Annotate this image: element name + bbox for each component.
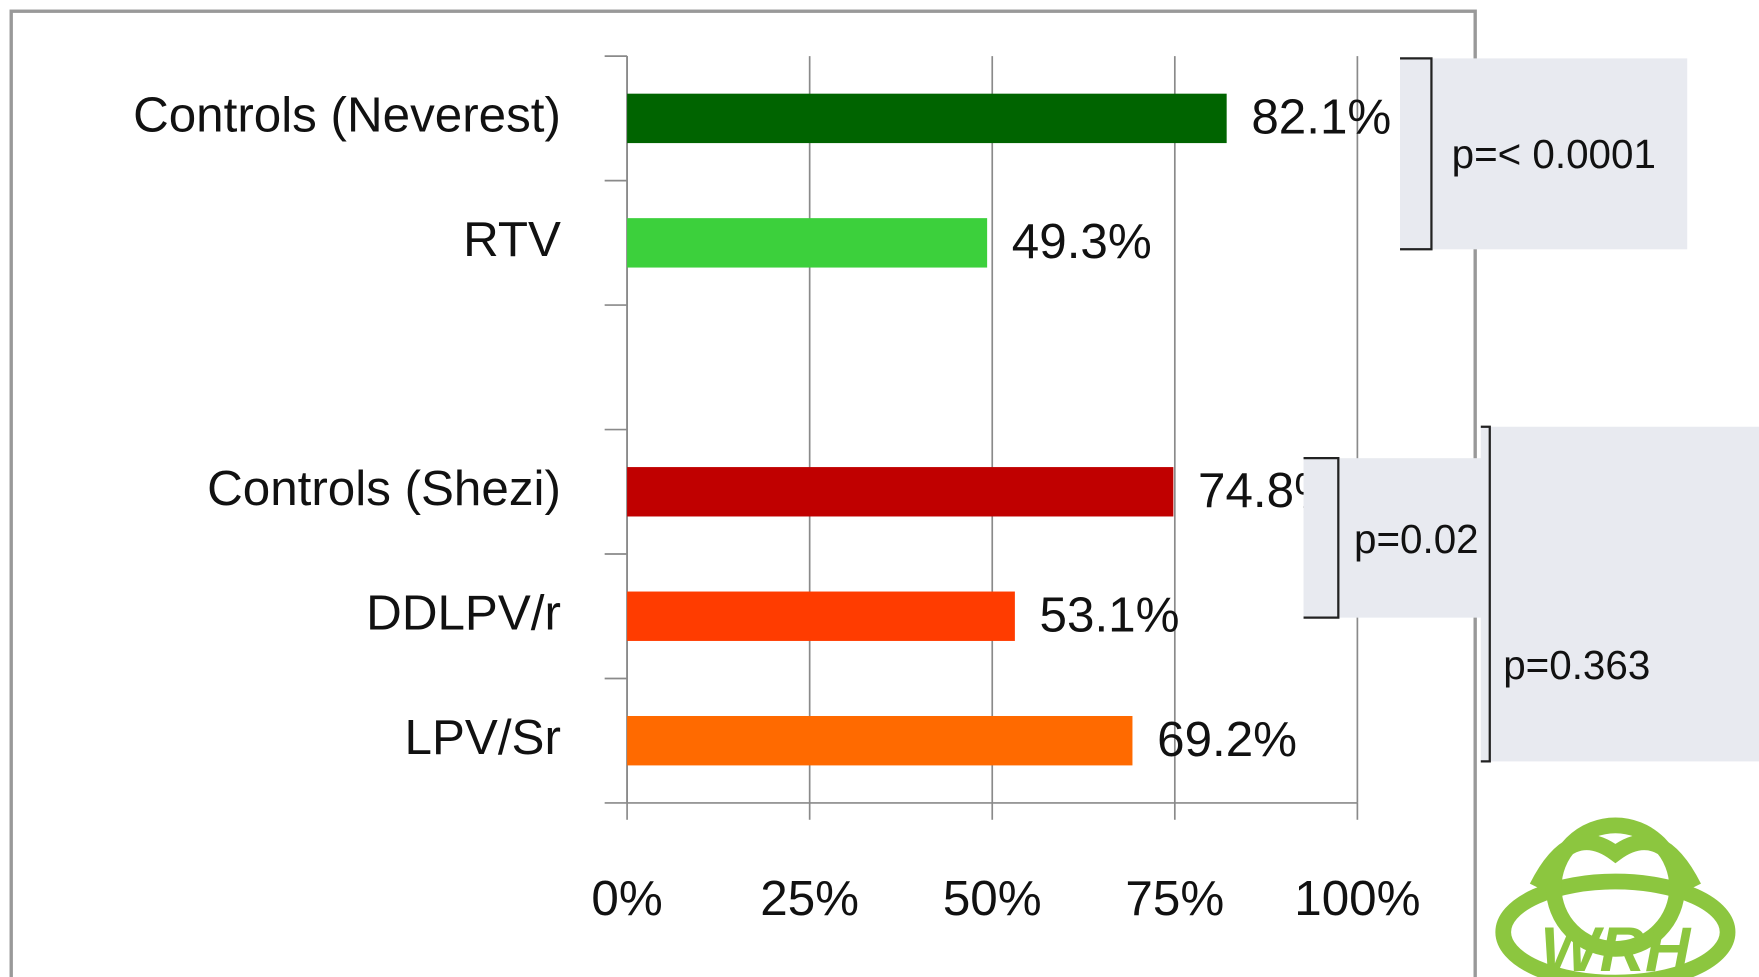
x-tick-label: 75% [1125, 871, 1224, 926]
x-tick-label: 100% [1294, 871, 1420, 926]
plot: 0% 25% 50% 75% 100% Controls (Neverest) 82.1% R… [133, 55, 1421, 926]
y-tick-label: LPV/Sr [405, 710, 561, 765]
y-tick-label: Controls (Neverest) [133, 87, 561, 142]
p-value: p=< 0.0001 [1452, 131, 1656, 177]
p-box: p=0.02 [1303, 457, 1493, 619]
x-tick-label: 25% [760, 871, 859, 926]
y-tick-label: Controls (Shezi) [207, 461, 561, 516]
x-tick-label: 0% [591, 871, 662, 926]
bar [627, 715, 1133, 766]
y-tick-label: RTV [463, 212, 561, 267]
bar [627, 218, 988, 268]
value-label: 53.1% [1040, 588, 1180, 643]
p-box: p=< 0.0001 [1400, 57, 1688, 251]
p-value: p=0.02 [1354, 516, 1479, 562]
y-tick-label: DDLPV/r [366, 585, 561, 640]
value-label: 49.3% [1012, 214, 1152, 269]
bar [627, 591, 1015, 641]
logo: WRH [1495, 817, 1736, 977]
value-label: 69.2% [1157, 712, 1297, 767]
p-box: p=0.363 [1480, 425, 1759, 763]
p-value: p=0.363 [1503, 642, 1650, 688]
x-tick-label: 50% [943, 871, 1042, 926]
bar [627, 93, 1227, 144]
logo-text: WRH [1540, 915, 1692, 977]
annotations: p=< 0.0001 p=0.02 p=0.363 [1303, 57, 1759, 763]
bar [627, 467, 1174, 517]
value-label: 82.1% [1251, 90, 1391, 145]
